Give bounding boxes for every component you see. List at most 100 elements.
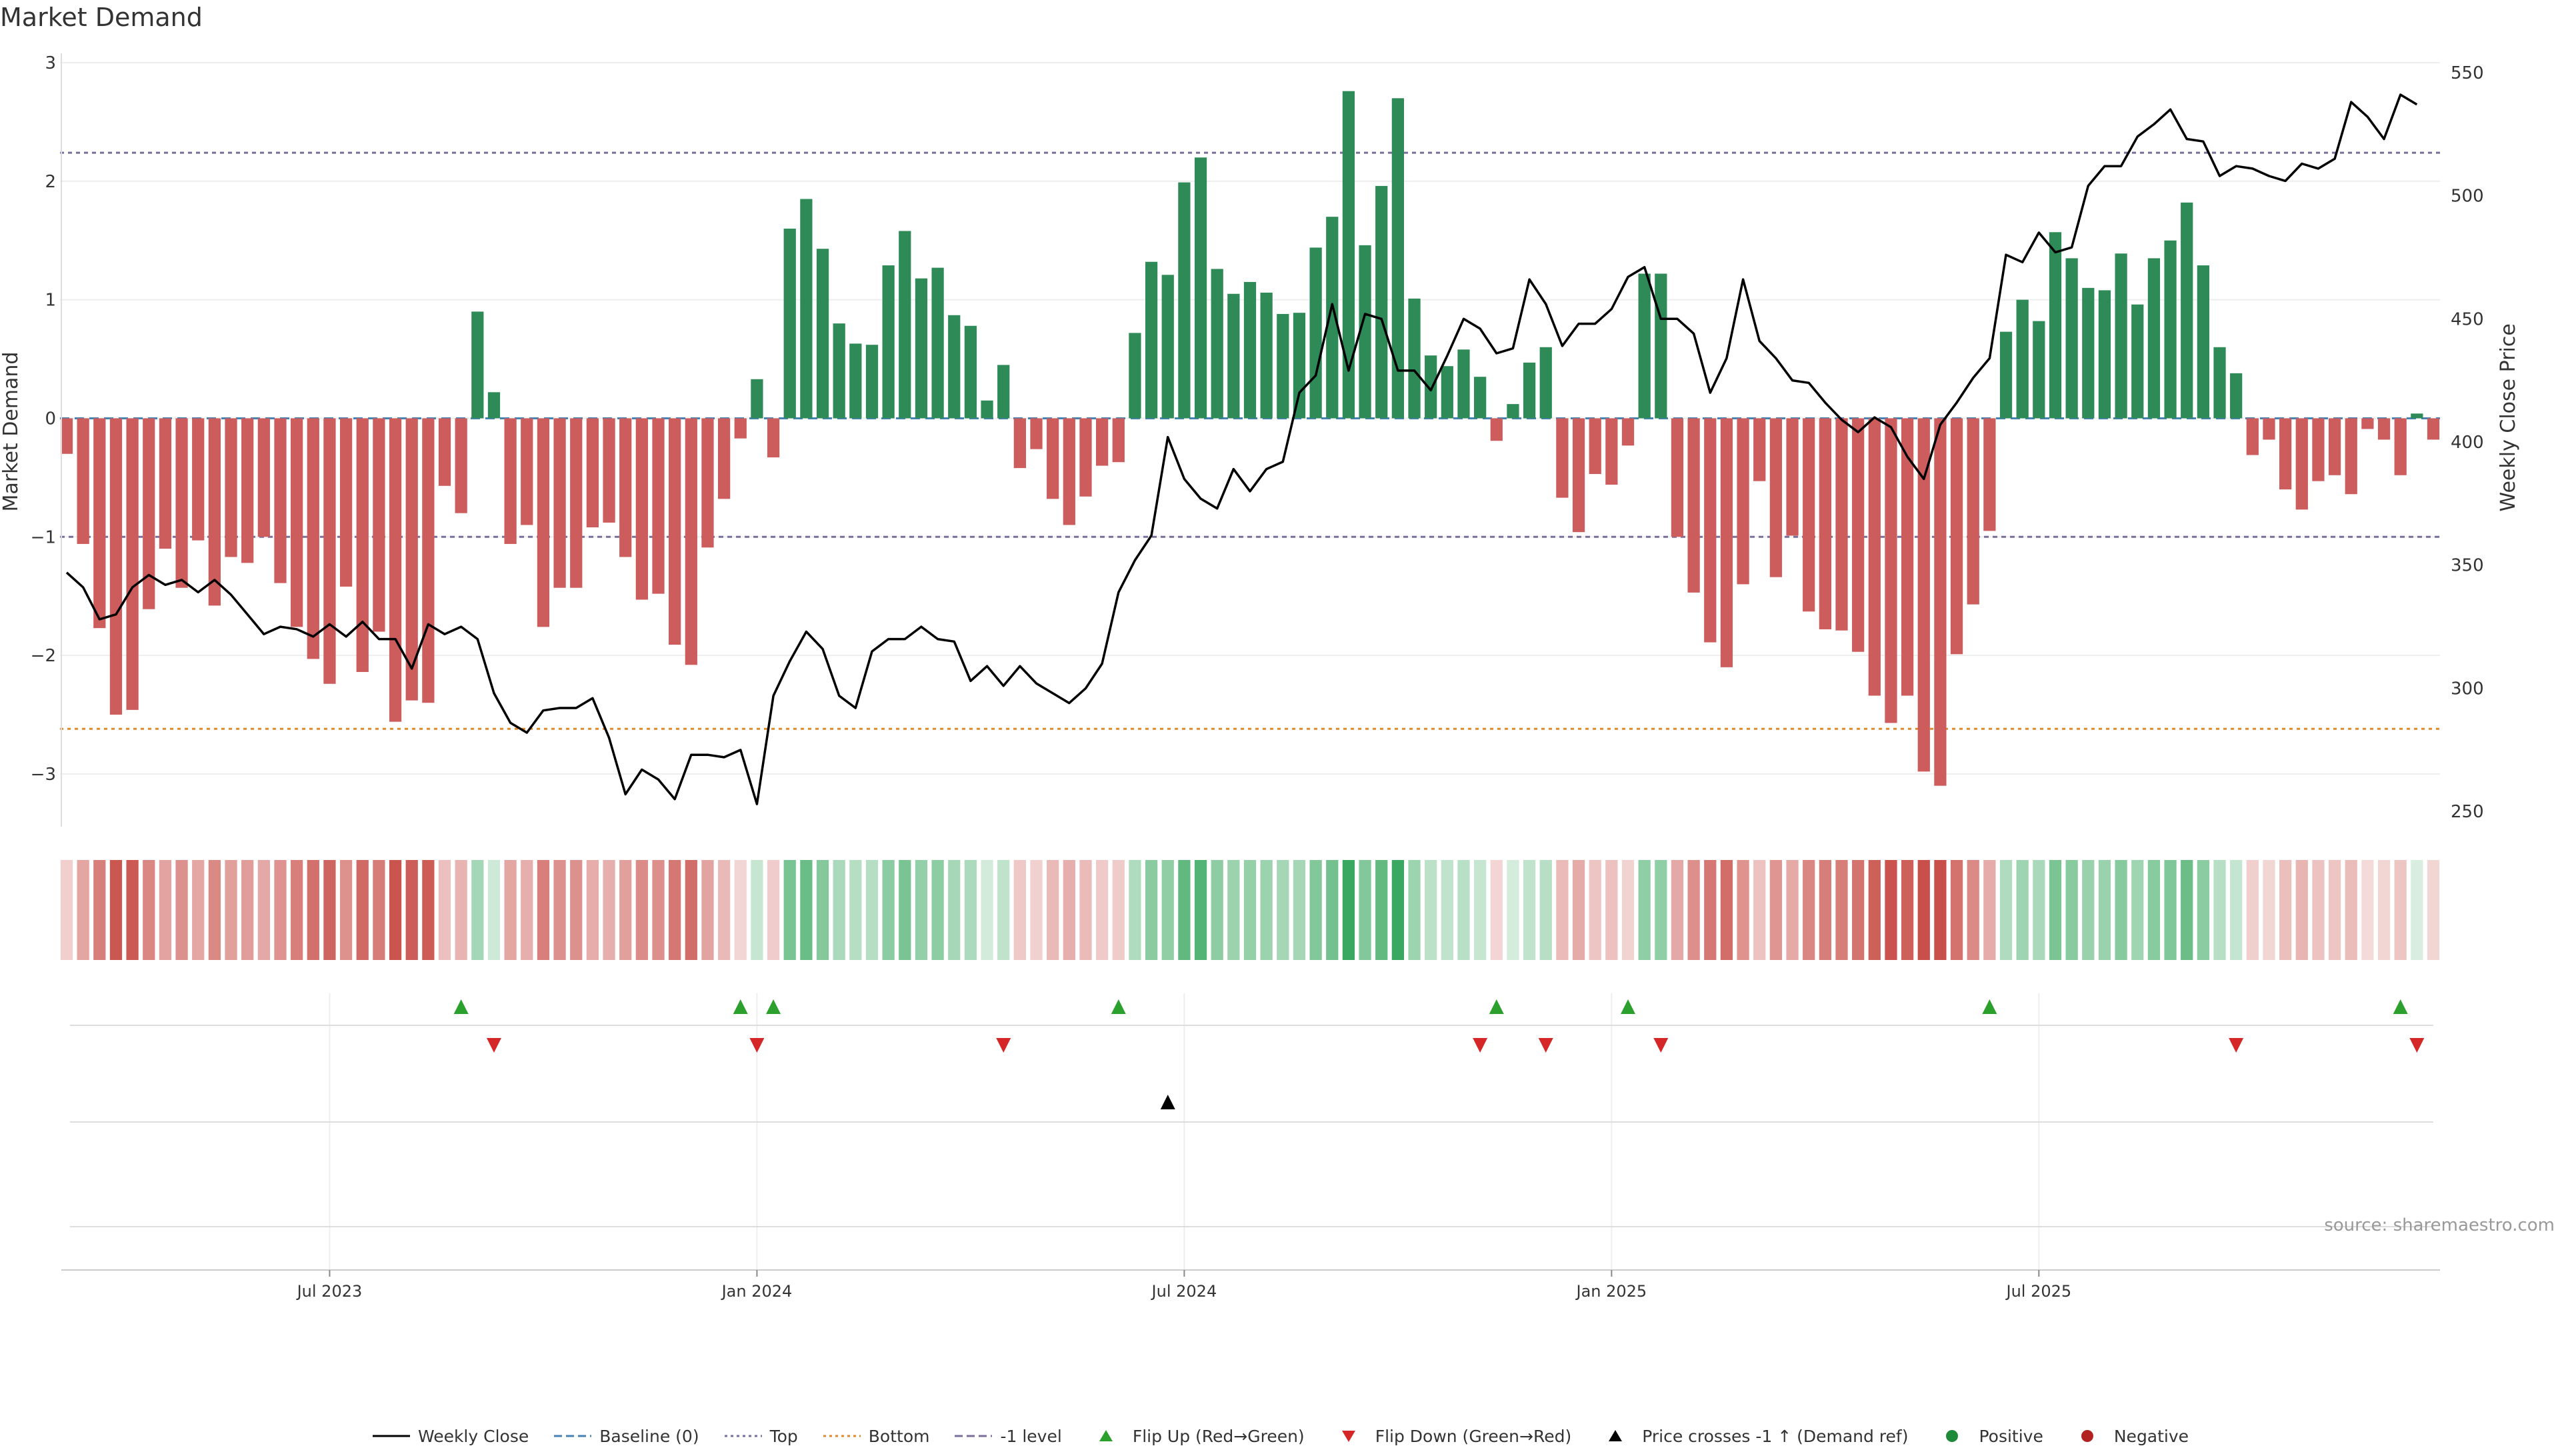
- demand-bar: [1457, 349, 1470, 419]
- demand-bar: [1934, 418, 1947, 786]
- heat-cell: [915, 860, 928, 960]
- demand-heat-strip: [60, 860, 2440, 960]
- demand-bar: [2295, 418, 2308, 510]
- heat-cell: [2377, 860, 2391, 960]
- demand-bar: [126, 418, 139, 710]
- heat-cell: [1917, 860, 1930, 960]
- heat-cell: [2049, 860, 2062, 960]
- heat-cell: [1375, 860, 1388, 960]
- legend-symbol-icon: [1595, 1427, 1635, 1445]
- price-cross-marker: [1160, 1095, 1175, 1109]
- flip-up-marker: [1111, 999, 1126, 1014]
- x-tick-label: Jan 2025: [1575, 1282, 1647, 1301]
- heat-cell: [225, 860, 237, 960]
- heat-cell: [2263, 860, 2275, 960]
- legend-label: Price crosses -1 ↑ (Demand ref): [1642, 1426, 1909, 1446]
- heat-cell: [997, 860, 1010, 960]
- flip-up-marker: [2393, 999, 2408, 1014]
- demand-bar: [2246, 418, 2259, 455]
- demand-bar: [1835, 418, 1848, 631]
- heat-cell: [1605, 860, 1618, 960]
- demand-bar: [1096, 418, 1109, 466]
- x-tick-label: Jul 2023: [296, 1282, 363, 1301]
- demand-bar: [2361, 418, 2374, 429]
- demand-bar: [2411, 413, 2423, 419]
- demand-bar: [1359, 245, 1371, 419]
- legend-symbol-icon: [553, 1427, 593, 1445]
- flip-up-marker: [766, 999, 781, 1014]
- heat-cell: [1408, 860, 1421, 960]
- demand-bar: [915, 278, 928, 419]
- demand-bar: [816, 249, 829, 419]
- heat-cell: [1769, 860, 1783, 960]
- demand-bar: [1375, 185, 1388, 419]
- demand-bar: [1556, 418, 1569, 498]
- demand-bar: [192, 418, 205, 541]
- heat-cell: [1868, 860, 1881, 960]
- heat-cell: [274, 860, 287, 960]
- legend-symbol-icon: [723, 1427, 763, 1445]
- demand-bar: [159, 418, 172, 549]
- heat-cell: [1342, 860, 1355, 960]
- heat-cell: [93, 860, 106, 960]
- heat-cell: [1211, 860, 1223, 960]
- demand-bar: [1638, 273, 1651, 419]
- demand-bar: [2377, 418, 2391, 440]
- demand-bar: [2016, 299, 2029, 419]
- heat-cell: [865, 860, 879, 960]
- demand-bar: [1885, 418, 1897, 723]
- heat-cell: [109, 860, 123, 960]
- heat-cell: [143, 860, 155, 960]
- demand-bar: [669, 418, 681, 645]
- heat-cell: [1999, 860, 2013, 960]
- heat-cell: [570, 860, 583, 960]
- flip-up-marker: [733, 999, 748, 1014]
- demand-bar: [1687, 418, 1700, 593]
- demand-bar: [1425, 355, 1437, 419]
- heat-cell: [619, 860, 632, 960]
- demand-bar: [405, 418, 418, 701]
- y-tick-label: −3: [31, 765, 56, 785]
- heat-cell: [1309, 860, 1322, 960]
- heat-cell: [60, 860, 73, 960]
- heat-cell: [422, 860, 435, 960]
- y-tick-label: 2: [45, 172, 56, 192]
- demand-bar: [1161, 275, 1174, 419]
- legend-symbol-icon: [371, 1427, 411, 1445]
- demand-bar: [225, 418, 237, 557]
- heat-cell: [1901, 860, 1914, 960]
- demand-bar: [1868, 418, 1881, 696]
- heat-cell: [356, 860, 369, 960]
- legend-symbol-icon: [822, 1427, 862, 1445]
- heat-cell: [717, 860, 731, 960]
- legend-label: Bottom: [868, 1426, 930, 1446]
- flip-down-marker: [486, 1038, 501, 1053]
- heat-cell: [1621, 860, 1635, 960]
- x-tick-label: Jan 2024: [721, 1282, 793, 1301]
- demand-bar: [1621, 418, 1635, 446]
- demand-bar: [1129, 333, 1141, 419]
- heat-cell: [1983, 860, 1996, 960]
- heat-cell: [2033, 860, 2045, 960]
- heat-cell: [1293, 860, 1306, 960]
- legend-label: Flip Up (Red→Green): [1132, 1426, 1305, 1446]
- flip-up-marker: [1489, 999, 1504, 1014]
- demand-bar: [1507, 404, 1519, 419]
- legend-item: Negative: [2067, 1427, 2189, 1446]
- heat-cell: [2147, 860, 2161, 960]
- heat-cell: [2295, 860, 2308, 960]
- heat-cell: [1655, 860, 1667, 960]
- heat-cell: [2213, 860, 2226, 960]
- demand-bar: [1819, 418, 1831, 629]
- demand-bar: [455, 418, 467, 513]
- legend-item: Bottom: [822, 1426, 930, 1446]
- heat-cell: [816, 860, 829, 960]
- heat-cell: [1425, 860, 1437, 960]
- y-tick-label: −2: [31, 646, 56, 666]
- heat-cell: [1638, 860, 1651, 960]
- legend-item: Flip Up (Red→Green): [1086, 1427, 1305, 1446]
- heat-cell: [438, 860, 451, 960]
- heat-cell: [1326, 860, 1339, 960]
- heat-cell: [323, 860, 336, 960]
- demand-bar: [800, 199, 813, 419]
